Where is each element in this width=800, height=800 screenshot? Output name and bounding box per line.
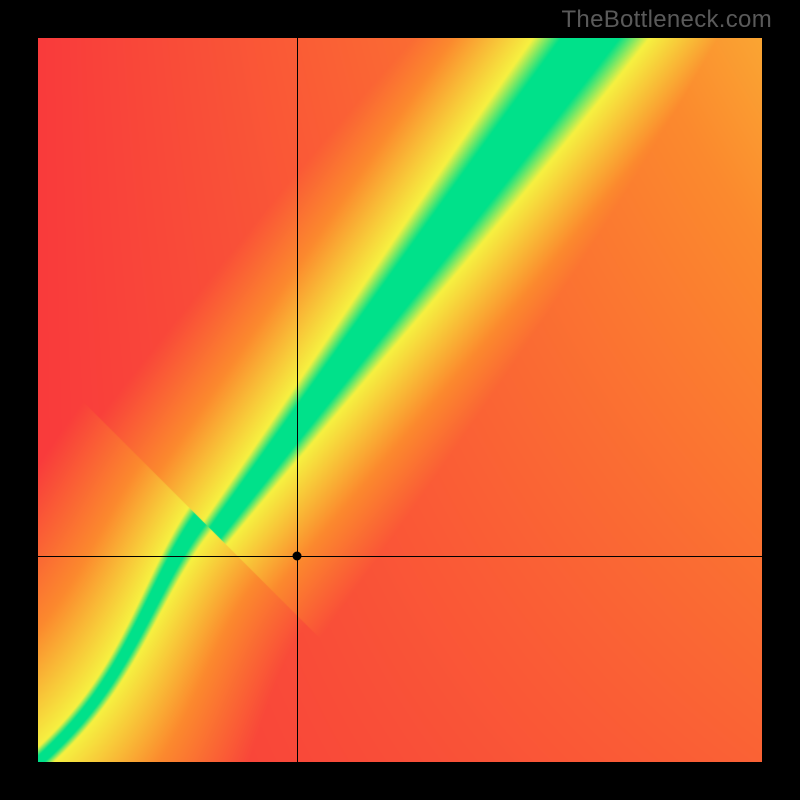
heatmap-plot xyxy=(38,38,762,762)
heatmap-canvas xyxy=(38,38,762,762)
crosshair-horizontal xyxy=(38,556,762,557)
crosshair-marker xyxy=(293,551,302,560)
crosshair-vertical xyxy=(297,38,298,762)
watermark-text: TheBottleneck.com xyxy=(561,6,772,34)
